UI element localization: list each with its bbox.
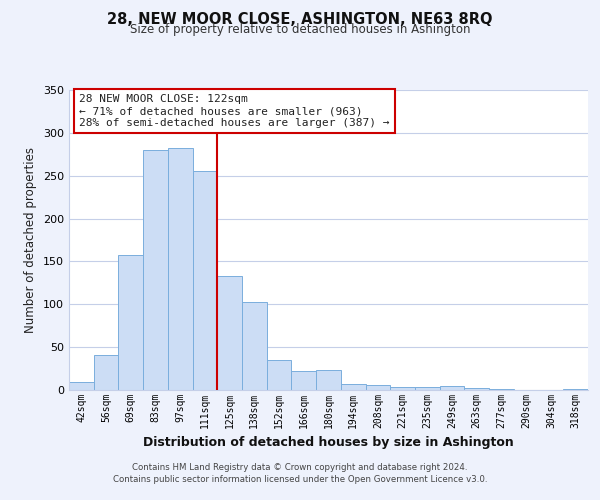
Bar xyxy=(193,170,217,390)
Y-axis label: Number of detached properties: Number of detached properties xyxy=(25,147,37,333)
Bar xyxy=(563,389,588,390)
Bar xyxy=(292,371,316,390)
Bar xyxy=(390,386,415,390)
Text: 28, NEW MOOR CLOSE, ASHINGTON, NE63 8RQ: 28, NEW MOOR CLOSE, ASHINGTON, NE63 8RQ xyxy=(107,12,493,28)
Bar xyxy=(365,385,390,390)
Bar xyxy=(341,384,365,390)
Bar xyxy=(242,302,267,390)
Bar xyxy=(316,370,341,390)
Bar xyxy=(440,386,464,390)
Bar xyxy=(217,276,242,390)
Bar xyxy=(464,388,489,390)
Text: Contains public sector information licensed under the Open Government Licence v3: Contains public sector information licen… xyxy=(113,474,487,484)
Bar xyxy=(267,360,292,390)
Bar xyxy=(168,148,193,390)
X-axis label: Distribution of detached houses by size in Ashington: Distribution of detached houses by size … xyxy=(143,436,514,450)
Text: Contains HM Land Registry data © Crown copyright and database right 2024.: Contains HM Land Registry data © Crown c… xyxy=(132,464,468,472)
Text: Size of property relative to detached houses in Ashington: Size of property relative to detached ho… xyxy=(130,22,470,36)
Bar xyxy=(118,254,143,390)
Bar xyxy=(143,150,168,390)
Bar xyxy=(415,388,440,390)
Text: 28 NEW MOOR CLOSE: 122sqm
← 71% of detached houses are smaller (963)
28% of semi: 28 NEW MOOR CLOSE: 122sqm ← 71% of detac… xyxy=(79,94,390,128)
Bar xyxy=(69,382,94,390)
Bar xyxy=(94,355,118,390)
Bar xyxy=(489,389,514,390)
